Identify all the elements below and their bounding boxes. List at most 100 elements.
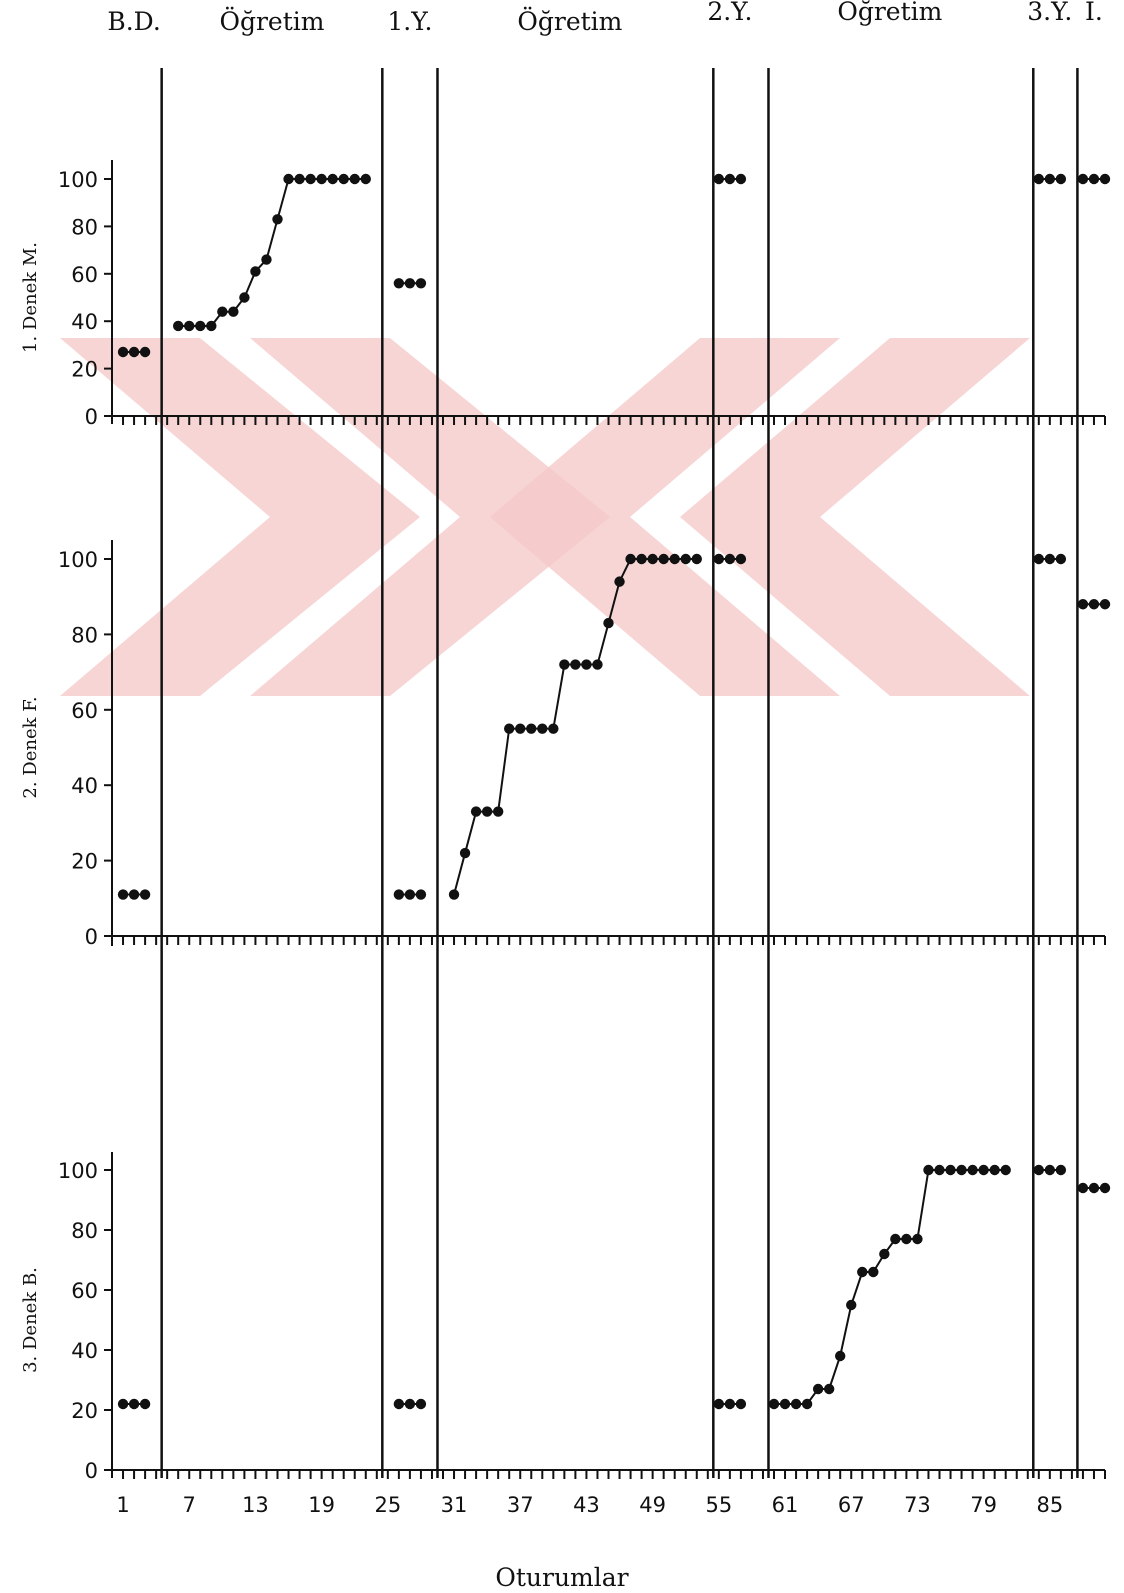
data-point [857, 1266, 868, 1278]
data-point [912, 1233, 923, 1245]
x-tick-label: 37 [507, 1493, 534, 1517]
data-point [559, 659, 570, 670]
data-point [879, 1248, 890, 1260]
data-point [1033, 1164, 1045, 1176]
data-point [945, 1164, 956, 1176]
data-point [504, 723, 515, 734]
phase-label: 1.Y. [387, 7, 432, 36]
data-point [128, 889, 140, 900]
data-point [1099, 173, 1111, 185]
data-point [1000, 1164, 1011, 1176]
data-point [647, 553, 658, 565]
data-point [184, 320, 195, 332]
data-point [139, 346, 151, 358]
data-point [658, 553, 669, 565]
x-tick-label: 85 [1036, 1493, 1063, 1517]
data-point [735, 553, 747, 565]
y-tick-label: 0 [85, 405, 98, 429]
y-tick-label: 60 [71, 263, 98, 287]
data-point [261, 254, 272, 265]
x-tick-label: 25 [374, 1493, 401, 1517]
y-tick-label: 60 [71, 1279, 98, 1303]
data-point [823, 1383, 835, 1395]
y-axis-label: 3. Denek B. [20, 1267, 41, 1373]
data-point [790, 1398, 802, 1410]
panel-1: 0 20 40 60 80 100 1. Denek M. [20, 160, 1111, 429]
data-point [349, 173, 360, 185]
watermark-shape [60, 338, 420, 696]
phase-label: 3.Y. [1027, 0, 1072, 26]
data-point [570, 659, 581, 670]
x-tick-label: 73 [904, 1493, 931, 1517]
phase-label: Öğretim [837, 0, 942, 26]
data-point [173, 320, 184, 332]
data-point [393, 278, 405, 289]
data-point [404, 278, 416, 289]
x-tick-label: 79 [970, 1493, 997, 1517]
data-point [128, 1398, 140, 1410]
data-point [901, 1233, 912, 1245]
data-point [1077, 599, 1089, 610]
x-tick-label: 7 [183, 1493, 196, 1517]
data-point [669, 553, 680, 565]
data-point [812, 1383, 824, 1395]
data-point [724, 553, 736, 565]
y-tick-label: 100 [58, 1159, 98, 1183]
data-point [636, 553, 647, 565]
x-tick-label: 13 [242, 1493, 269, 1517]
data-point [492, 806, 504, 817]
phase-labels: B.D. Öğretim 1.Y. Öğretim 2.Y. Öğretim 3.Y. İ. [107, 0, 1103, 36]
data-point [139, 889, 151, 900]
phase-label: Öğretim [219, 7, 324, 36]
data-point [1099, 1182, 1111, 1194]
panels: 0 20 40 60 80 100 1. Denek M. 0 20 40 60 80 100 2. De… [20, 160, 1111, 1483]
data-point [603, 617, 614, 629]
data-point [415, 889, 427, 900]
data-point [481, 806, 493, 817]
data-point [779, 1398, 791, 1410]
data-point [459, 847, 471, 859]
data-point [272, 214, 283, 225]
data-point [117, 1398, 129, 1410]
data-point [195, 320, 206, 332]
data-point [117, 889, 129, 900]
phase-label: İ. [1085, 0, 1103, 26]
data-point [735, 1398, 747, 1410]
data-point [691, 553, 702, 565]
watermark-shape [490, 338, 840, 696]
data-point [1044, 173, 1056, 185]
data-point [327, 173, 338, 185]
data-point [614, 576, 625, 587]
y-tick-label: 100 [58, 168, 98, 192]
data-point [128, 346, 140, 358]
data-point [581, 659, 592, 670]
y-tick-label: 0 [85, 925, 98, 949]
y-tick-label: 40 [71, 310, 98, 334]
data-point [404, 1398, 416, 1410]
y-tick-label: 80 [71, 1219, 98, 1243]
y-tick-label: 100 [58, 548, 98, 572]
y-tick-label: 0 [85, 1459, 98, 1483]
data-point [239, 292, 250, 303]
data-point [978, 1164, 989, 1176]
y-tick-label: 40 [71, 774, 98, 798]
data-point [868, 1266, 879, 1278]
data-point [713, 1398, 725, 1410]
data-point [1055, 173, 1067, 185]
y-tick-label: 20 [71, 1399, 98, 1423]
x-tick-labels: 1 7 13 19 25 31 37 43 49 55 61 67 73 79 85 [116, 1493, 1063, 1517]
data-series-line [178, 178, 366, 327]
data-point [724, 173, 736, 185]
data-point [956, 1164, 967, 1176]
data-point [1088, 1182, 1100, 1194]
data-point [404, 889, 416, 900]
data-point [835, 1350, 846, 1362]
y-tick-label: 80 [71, 623, 98, 647]
data-point [735, 173, 747, 185]
data-point [206, 320, 217, 332]
data-point [283, 173, 294, 185]
data-point [1055, 1164, 1067, 1176]
panel-2: 0 20 40 60 80 100 2. Denek F. [20, 540, 1111, 949]
y-tick-label: 40 [71, 1339, 98, 1363]
y-axis-label: 1. Denek M. [20, 242, 41, 353]
